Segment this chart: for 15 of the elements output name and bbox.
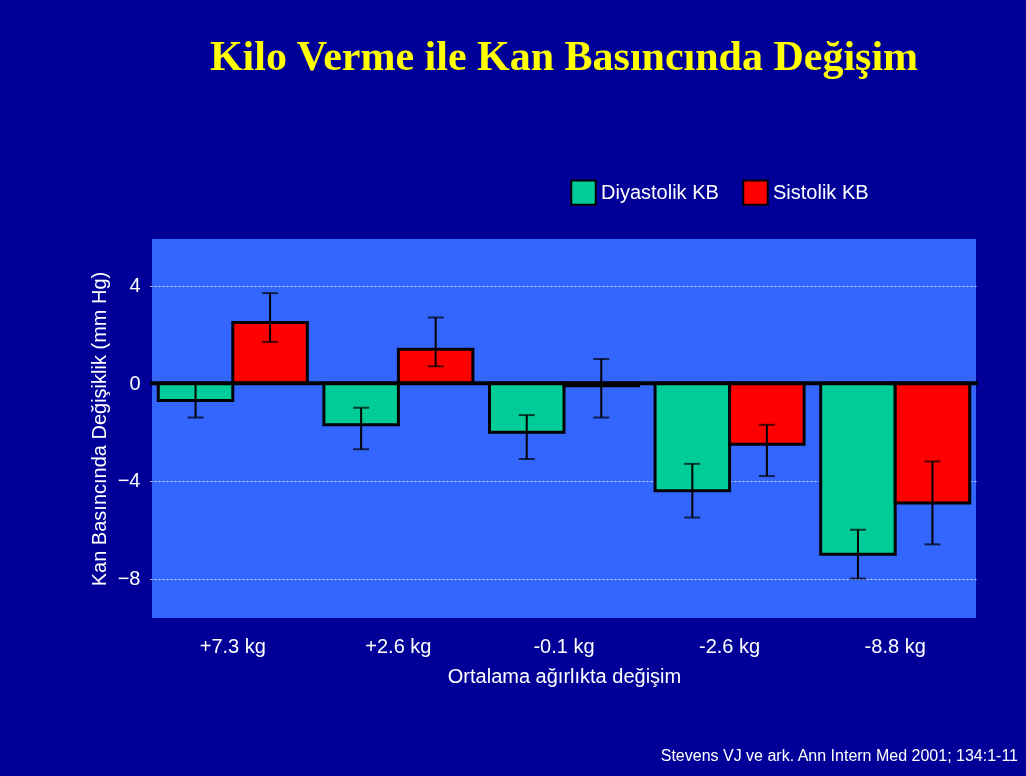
- text: Stevens VJ ve ark. Ann Intern Med 2001; 134:1-11: [660, 747, 1019, 764]
- y-tick-label: −4: [117, 469, 141, 492]
- x-tick-label: +2.6 kg: [365, 634, 432, 657]
- y-axis-title: Kan Basıncında Değişiklik (mm Hg): [87, 271, 110, 587]
- chart-title: Kilo Verme ile Kan Basıncında Değişim: [209, 33, 919, 79]
- x-tick-label: -8.8 kg: [864, 634, 926, 657]
- y-tick-label: 0: [129, 371, 141, 394]
- x-tick-label: +7.3 kg: [199, 634, 266, 657]
- x-tick-label: -0.1 kg: [533, 634, 595, 657]
- x-axis-title: Ortalama ağırlıkta değişim: [447, 664, 682, 687]
- y-tick-label: −8: [117, 567, 141, 590]
- legend-label: Sistolik KB: [773, 180, 869, 203]
- x-tick-label: -2.6 kg: [699, 634, 761, 657]
- legend-label: Diyastolik KB: [601, 180, 719, 203]
- y-tick-label: 4: [129, 274, 141, 297]
